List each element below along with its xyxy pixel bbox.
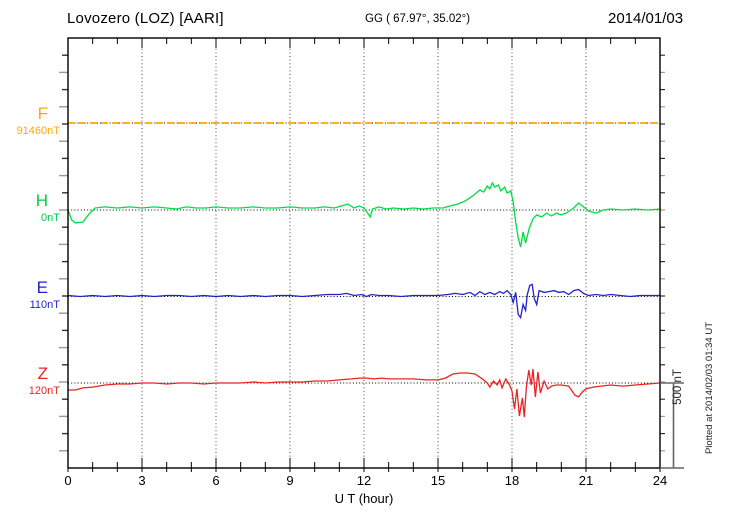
component-letter-F: F (37, 104, 48, 123)
x-tick-label-0: 0 (64, 473, 72, 488)
scale-bar-label: 500 nT (672, 369, 684, 405)
x-tick-label-24: 24 (652, 473, 668, 488)
component-baseline-E: 110nT (29, 298, 60, 311)
x-tick-label-6: 6 (212, 473, 220, 488)
plot-date: 2014/01/03 (608, 10, 684, 27)
x-tick-label-21: 21 (578, 473, 594, 488)
component-letter-H: H (35, 191, 48, 210)
plot-frame (67, 37, 661, 469)
trace-Z (68, 369, 661, 418)
x-tick-label-18: 18 (504, 473, 520, 488)
geographic-coordinates: GG ( 67.97°, 35.02°) (365, 13, 471, 25)
component-baseline-Z: 120nT (28, 385, 60, 397)
station-title: Lovozero (LOZ) [AARI] (67, 10, 224, 27)
trace-H (67, 181, 661, 248)
x-tick-label-15: 15 (430, 473, 446, 488)
component-letter-E: E (36, 277, 48, 297)
component-baseline-F: 91460nT (16, 125, 60, 137)
x-tick-label-9: 9 (286, 473, 294, 488)
plotted-at-timestamp: Plotted at 2014/02/03 01:34 UT (704, 321, 715, 455)
component-baseline-H: 0nT (41, 212, 60, 224)
x-axis-title: U T (hour) (334, 491, 394, 506)
trace-E (67, 283, 660, 320)
component-letter-Z: Z (37, 364, 48, 383)
x-tick-label-3: 3 (138, 473, 146, 488)
x-tick-label-12: 12 (356, 473, 372, 488)
